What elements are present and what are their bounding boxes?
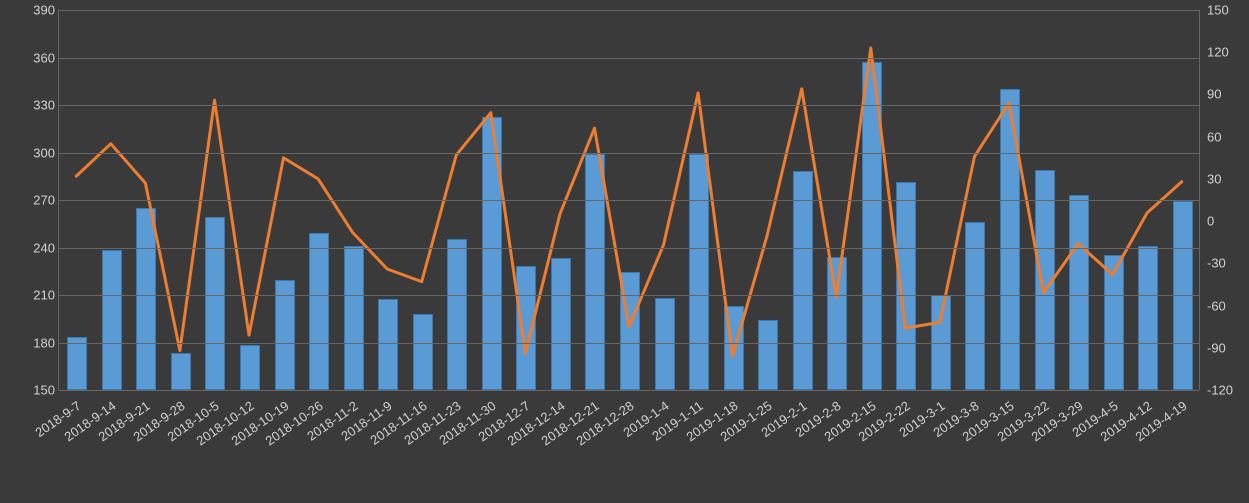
gridline <box>59 153 1199 154</box>
y-tick-right: -90 <box>1201 341 1249 354</box>
y-tick-left: 330 <box>0 99 61 112</box>
bar <box>896 182 916 390</box>
bar <box>205 217 225 390</box>
bar <box>516 266 536 390</box>
bar <box>585 154 605 390</box>
bar <box>793 171 813 390</box>
x-axis-labels: 2018-9-72018-9-142018-9-212018-9-282018-… <box>58 392 1198 502</box>
gridline <box>59 390 1199 391</box>
bar <box>240 345 260 390</box>
y-tick-right: 90 <box>1201 88 1249 101</box>
combo-chart: 150180210240270300330360390 -120-90-60-3… <box>0 0 1249 503</box>
gridline <box>59 295 1199 296</box>
gridline <box>59 10 1199 11</box>
bar <box>413 314 433 390</box>
gridline <box>59 200 1199 201</box>
bar <box>67 337 87 390</box>
bar <box>378 299 398 390</box>
y-tick-right: -120 <box>1201 384 1249 397</box>
y-tick-left: 150 <box>0 384 61 397</box>
y-tick-left: 360 <box>0 51 61 64</box>
bar <box>758 320 778 390</box>
y-tick-right: 0 <box>1201 215 1249 228</box>
y-tick-right: 60 <box>1201 130 1249 143</box>
y-axis-right: -120-90-60-300306090120150 <box>1201 10 1249 390</box>
bar <box>136 208 156 391</box>
y-tick-right: -60 <box>1201 299 1249 312</box>
bar <box>1000 89 1020 390</box>
bar <box>344 246 364 391</box>
bar <box>620 272 640 390</box>
y-tick-right: -30 <box>1201 257 1249 270</box>
bar <box>275 280 295 390</box>
plot-area <box>58 10 1200 390</box>
y-tick-left: 300 <box>0 146 61 159</box>
y-tick-right: 150 <box>1201 4 1249 17</box>
gridline <box>59 58 1199 59</box>
y-tick-left: 240 <box>0 241 61 254</box>
y-tick-left: 180 <box>0 336 61 349</box>
y-tick-left: 270 <box>0 194 61 207</box>
bar <box>482 117 502 390</box>
bar <box>689 154 709 390</box>
y-tick-right: 120 <box>1201 46 1249 59</box>
y-axis-left: 150180210240270300330360390 <box>0 10 55 390</box>
bar <box>1138 246 1158 391</box>
gridline <box>59 105 1199 106</box>
bar <box>827 257 847 390</box>
y-tick-left: 210 <box>0 289 61 302</box>
gridline <box>59 248 1199 249</box>
bar <box>724 306 744 390</box>
bar <box>1069 195 1089 390</box>
bar <box>102 250 122 390</box>
bar <box>655 298 675 390</box>
bar <box>1035 170 1055 391</box>
bar <box>309 233 329 390</box>
bar <box>447 239 467 390</box>
gridline <box>59 343 1199 344</box>
y-tick-right: 30 <box>1201 172 1249 185</box>
bar <box>171 353 191 390</box>
y-tick-left: 390 <box>0 4 61 17</box>
bar <box>551 258 571 390</box>
bar <box>1104 255 1124 390</box>
bar <box>862 62 882 390</box>
